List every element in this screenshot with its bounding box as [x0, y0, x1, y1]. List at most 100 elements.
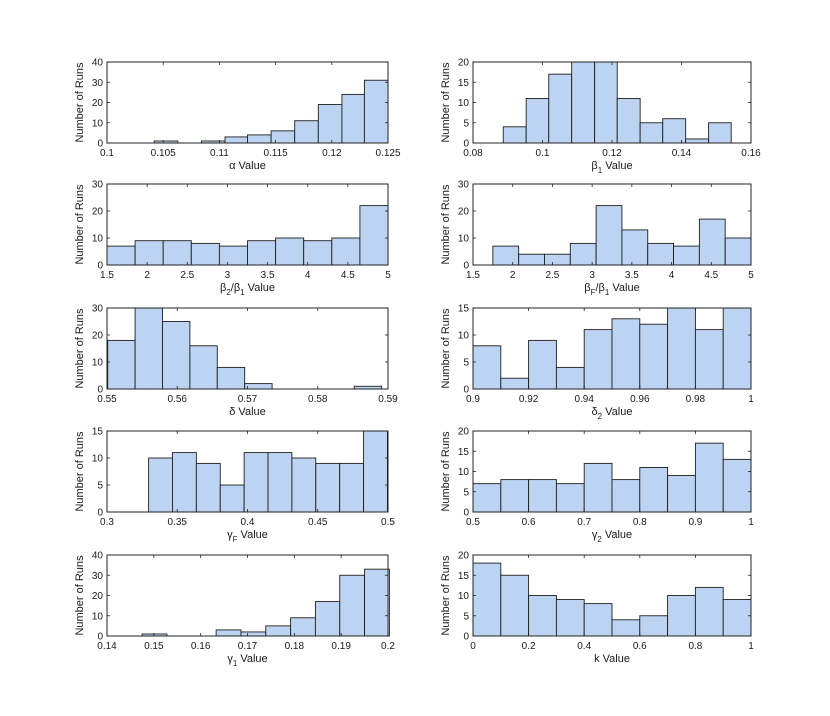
x-tick-label: 4.5 [704, 270, 718, 281]
x-tick-label: 1 [748, 641, 754, 652]
histogram-panel-5: 0.55 0.56 0.57 0.58 0.59 0 10 20 30 Number of Run… [74, 304, 398, 419]
x-tick-label: 3 [589, 270, 595, 281]
histogram-bar [662, 118, 687, 144]
x-axis-label: β2/β1 Value [220, 282, 275, 297]
y-axis-label: Number of Runs [440, 184, 452, 265]
x-tick-label: 0.8 [688, 641, 702, 652]
x-tick-label: 0.16 [741, 148, 761, 159]
histogram-bar [528, 479, 557, 513]
x-tick-label: 0.98 [686, 394, 706, 405]
histogram-bar [363, 79, 389, 144]
y-tick-label: 20 [458, 427, 470, 438]
x-tick-label: 4.5 [341, 270, 355, 281]
y-tick-label: 0 [97, 385, 103, 396]
x-axis-label: γ1 Value [227, 653, 267, 668]
histogram-bar [694, 586, 724, 637]
y-tick-label: 20 [458, 551, 470, 562]
x-tick-label: 0 [470, 641, 476, 652]
x-axis-label: α Value [229, 160, 266, 172]
y-tick-label: 10 [92, 234, 104, 245]
histogram-bar [134, 240, 164, 266]
y-tick-label: 0 [97, 261, 103, 272]
x-axis-label: γ2 Value [592, 529, 632, 544]
histogram-bar [172, 452, 197, 513]
x-tick-label: 0.3 [100, 517, 114, 528]
x-tick-label: 4 [669, 270, 675, 281]
histogram-panel-4: 1.5 2 2.5 3 3.5 4 4.5 5 0 10 20 30 Number of Runs βF/… [440, 180, 754, 298]
x-tick-label: 0.11 [210, 148, 229, 159]
x-tick-label: 0.19 [331, 641, 351, 652]
axis-box [472, 307, 752, 390]
y-tick-label: 0 [97, 508, 103, 519]
histogram-bar [359, 205, 389, 266]
histogram-bar [492, 245, 520, 266]
y-tick-label: 15 [458, 571, 470, 582]
histogram-bar [303, 240, 333, 266]
histogram-bar [364, 568, 390, 637]
histogram-bar [243, 452, 269, 513]
x-tick-label: 0.6 [522, 517, 536, 528]
x-tick-label: 0.4 [241, 517, 255, 528]
x-tick-label: 0.105 [151, 148, 176, 159]
x-tick-label: 0.125 [375, 148, 400, 159]
histogram-bar [472, 562, 502, 637]
y-tick-label: 40 [92, 551, 104, 562]
y-tick-label: 30 [458, 180, 470, 191]
histogram-bar [224, 136, 248, 144]
histogram-bar [583, 462, 613, 513]
histogram-bar [555, 599, 585, 637]
x-tick-label: 0.1 [100, 148, 114, 159]
histogram-bar [500, 479, 530, 513]
histogram-bar [331, 237, 361, 266]
x-tick-label: 0.2 [381, 641, 395, 652]
axis-box [106, 183, 389, 266]
histogram-bar [528, 595, 557, 637]
histogram-bar [106, 245, 136, 266]
histogram-bar [667, 475, 696, 513]
histogram-bar [639, 122, 664, 144]
y-tick-label: 10 [458, 591, 470, 602]
y-tick-label: 15 [458, 447, 470, 458]
histogram-bar [363, 430, 388, 513]
axis-box [472, 183, 752, 266]
histogram-panel-1: 0.1 0.105 0.11 0.115 0.12 0.125 0 10 20 30 40 Numbe… [74, 58, 401, 173]
x-tick-label: 0.56 [168, 394, 188, 405]
y-tick-label: 30 [92, 571, 104, 582]
histogram-bar [190, 242, 220, 266]
x-tick-label: 5 [748, 270, 754, 281]
x-tick-label: 0.96 [630, 394, 650, 405]
histogram-bar [341, 93, 365, 144]
x-tick-label: 2 [510, 270, 516, 281]
x-axis-label: β1 Value [591, 160, 632, 175]
histogram-bar [583, 603, 613, 637]
histogram-bar [673, 245, 700, 266]
histogram-bar [218, 245, 248, 266]
histogram-panel-3: 1.5 2 2.5 3 3.5 4 4.5 5 0 10 20 30 Number of Runs β2/… [74, 180, 391, 298]
y-axis-label: Number of Runs [74, 184, 86, 265]
x-tick-label: 0.115 [263, 148, 288, 159]
x-tick-label: 3.5 [625, 270, 639, 281]
y-tick-label: 30 [92, 180, 104, 191]
histogram-bar [722, 307, 752, 390]
y-tick-label: 5 [463, 358, 469, 369]
x-tick-label: 0.5 [466, 517, 480, 528]
y-tick-label: 5 [463, 118, 469, 129]
histogram-bar [275, 237, 305, 266]
histogram-bar [722, 599, 752, 637]
y-axis-label: Number of Runs [74, 431, 86, 512]
histogram-bar [594, 61, 618, 144]
histogram-bar [291, 457, 317, 513]
histogram-bar [162, 321, 191, 390]
x-tick-label: 0.9 [466, 394, 480, 405]
histogram-bar [219, 484, 245, 513]
histogram-bar [314, 601, 341, 637]
y-tick-label: 10 [92, 358, 104, 369]
y-axis-label: Number of Runs [74, 62, 86, 143]
x-tick-label: 0.14 [97, 641, 117, 652]
histogram-bar [265, 625, 292, 637]
y-tick-label: 0 [463, 139, 469, 150]
x-axis-label: δ Value [229, 406, 266, 418]
histogram-bar [107, 339, 136, 390]
y-tick-label: 5 [463, 611, 469, 622]
